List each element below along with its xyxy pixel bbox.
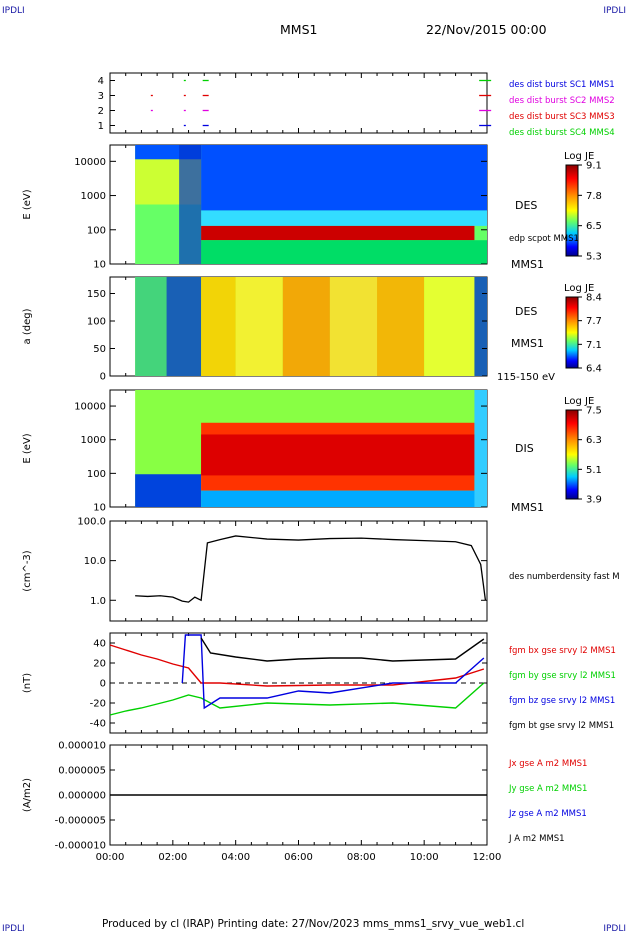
density-y-tick: 10.0	[84, 556, 106, 567]
des-pitch-instrument-label: DES	[515, 305, 537, 318]
mission-title: MMS1	[280, 22, 318, 37]
des-energy-y-tick: 100	[87, 225, 106, 236]
des-pitch-energy-label: 115-150 eV	[497, 372, 555, 383]
current-legend-entry: Jx gse A m2 MMS1	[508, 759, 587, 769]
des-energy-colorbar-tick: 6.5	[586, 221, 602, 232]
des-pitch-colorbar	[565, 296, 579, 369]
x-tick-label: 06:00	[284, 852, 313, 863]
dis-energy-colorbar-tick: 6.3	[586, 435, 602, 446]
des-energy-colorbar-tick: 9.1	[586, 161, 602, 172]
burst-y-tick: 3	[98, 91, 104, 102]
density-y-tick: 100.0	[77, 517, 106, 528]
des-pitch-ylabel: a (deg)	[22, 308, 33, 344]
x-tick-label: 10:00	[410, 852, 439, 863]
magnetic-legend-entry: fgm by gse srvy l2 MMS1	[509, 671, 616, 681]
current-y-tick: 0.000005	[58, 766, 106, 777]
current-y-tick: 0.000000	[58, 791, 106, 802]
magnetic-y-tick: 20	[93, 659, 106, 670]
dis-energy-y-tick: 10	[93, 503, 106, 514]
dis-energy-ylabel: E (eV)	[22, 433, 33, 463]
magnetic-y-tick: 40	[93, 639, 106, 650]
dis-energy-colorbar-tick: 5.1	[586, 465, 602, 476]
burst-legend-entry: des dist burst SC2 MMS2	[509, 96, 615, 106]
density-legend-entry: des numberdensity fast M	[509, 572, 620, 582]
des-energy-y-tick: 10	[93, 260, 106, 271]
des-energy-instrument-label: DES	[515, 199, 537, 212]
density-y-tick: 1.0	[90, 596, 106, 607]
x-tick-label: 08:00	[347, 852, 376, 863]
des-pitch-colorbar-title: Log JE	[564, 283, 594, 294]
corner-label-top-left: IPDLI	[2, 6, 25, 16]
dis-energy-mission-label: MMS1	[511, 501, 544, 514]
des-energy-mission-label: MMS1	[511, 258, 544, 271]
des-pitch-colorbar-tick: 6.4	[586, 364, 602, 375]
dis-energy-colorbar-tick: 3.9	[586, 495, 602, 506]
current-y-tick: -0.000005	[55, 816, 106, 827]
density-ylabel: (cm^-3)	[22, 550, 33, 591]
des-energy-overlay-label: edp scpot MMS1	[509, 234, 579, 244]
des-pitch-colorbar-tick: 7.7	[586, 316, 602, 327]
des-pitch-mission-label: MMS1	[511, 337, 544, 350]
magnetic-line-2	[181, 634, 485, 710]
panel-frame-burst	[109, 72, 488, 134]
burst-y-tick: 2	[98, 106, 104, 117]
burst-legend-entry: des dist burst SC1 MMS1	[509, 80, 615, 90]
burst-y-tick: 4	[98, 76, 104, 87]
footer-text: Produced by cl (IRAP) Printing date: 27/…	[102, 918, 525, 930]
des-pitch-colorbar-tick: 7.1	[586, 340, 602, 351]
x-tick-label: 02:00	[158, 852, 187, 863]
dis-energy-y-tick: 10000	[74, 402, 106, 413]
magnetic-legend-entry: fgm bz gse srvy l2 MMS1	[509, 696, 615, 706]
des-energy-colorbar-title: Log JE	[564, 151, 594, 162]
des-energy-y-tick: 10000	[74, 157, 106, 168]
des-pitch-colorbar-tick: 8.4	[586, 293, 602, 304]
magnetic-line-0	[109, 644, 485, 687]
dis-energy-y-tick: 1000	[81, 435, 106, 446]
des-pitch-y-tick: 100	[87, 317, 106, 328]
x-tick-label: 00:00	[96, 852, 125, 863]
dis-energy-instrument-label: DIS	[515, 442, 534, 455]
magnetic-y-tick: -40	[90, 719, 106, 730]
des-energy-ylabel: E (eV)	[22, 189, 33, 219]
corner-label-bottom-left: IPDLI	[2, 924, 25, 934]
des-energy-y-tick: 1000	[81, 191, 106, 202]
current-ylabel: (A/m2)	[22, 778, 33, 812]
des-pitch-y-tick: 150	[87, 289, 106, 300]
magnetic-ylabel: (nT)	[22, 673, 33, 693]
des-energy-colorbar-tick: 7.8	[586, 191, 602, 202]
magnetic-line-3	[200, 637, 485, 662]
current-legend-entry: Jz gse A m2 MMS1	[508, 809, 587, 819]
magnetic-y-tick: -20	[90, 699, 106, 710]
des-pitch-y-tick: 0	[100, 372, 106, 383]
burst-y-tick: 1	[98, 121, 104, 132]
magnetic-legend-entry: fgm bt gse srvy l2 MMS1	[509, 721, 614, 731]
des-energy-colorbar-tick: 5.3	[586, 252, 602, 263]
dis-energy-colorbar-title: Log JE	[564, 396, 594, 407]
magnetic-line-1	[109, 682, 485, 716]
dis-energy-y-tick: 100	[87, 469, 106, 480]
x-tick-label: 04:00	[221, 852, 250, 863]
dis-energy-colorbar-tick: 7.5	[586, 406, 602, 417]
current-legend-entry: Jy gse A m2 MMS1	[508, 784, 587, 794]
burst-legend-entry: des dist burst SC4 MMS4	[509, 128, 615, 138]
corner-label-top-right: IPDLI	[603, 6, 626, 16]
burst-legend-entry: des dist burst SC3 MMS3	[509, 112, 615, 122]
density-line	[135, 535, 487, 603]
current-y-tick: 0.000010	[58, 741, 106, 752]
des-pitch-y-tick: 50	[93, 344, 106, 355]
panel-frame-density	[109, 520, 488, 622]
plot-date: 22/Nov/2015 00:00	[426, 22, 547, 37]
dis-energy-colorbar	[565, 409, 579, 500]
current-legend-entry: J A m2 MMS1	[508, 834, 565, 844]
magnetic-legend-entry: fgm bx gse srvy l2 MMS1	[509, 646, 616, 656]
corner-label-bottom-right: IPDLI	[603, 924, 626, 934]
current-y-tick: -0.000010	[55, 841, 106, 852]
des-energy-colorbar	[565, 164, 579, 257]
magnetic-y-tick: 0	[100, 679, 106, 690]
x-tick-label: 12:00	[473, 852, 502, 863]
